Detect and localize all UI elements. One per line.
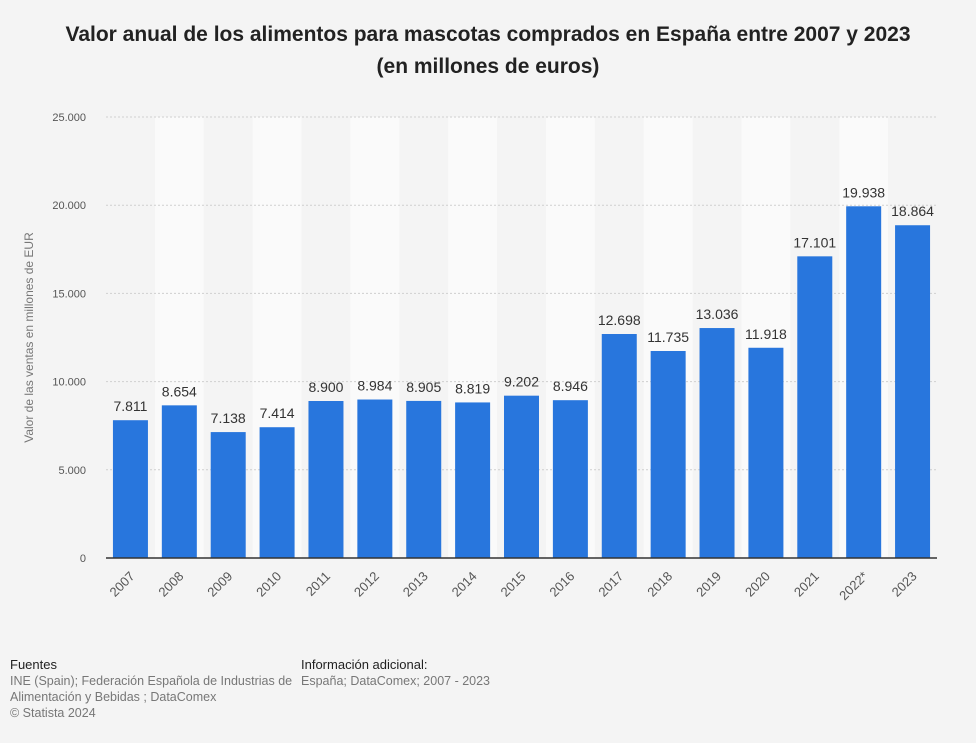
data-label: 8.654 [162, 383, 197, 399]
x-tick-label: 2009 [204, 569, 235, 600]
data-label: 8.905 [406, 379, 441, 395]
bar [601, 334, 637, 558]
chart-title: Valor anual de los alimentos para mascot… [0, 19, 976, 83]
sources-line-1: INE (Spain); Federación Española de Indu… [10, 674, 293, 688]
data-label: 8.946 [553, 378, 588, 394]
bar [895, 225, 931, 558]
x-tick-label: 2010 [253, 569, 284, 600]
bar [112, 420, 148, 558]
bar [210, 432, 246, 558]
y-axis-label: Valor de las ventas en millones de EUR [22, 232, 36, 443]
bar [699, 328, 735, 558]
data-label: 7.414 [260, 405, 295, 421]
data-label: 17.101 [793, 234, 836, 250]
data-label: 7.138 [211, 410, 246, 426]
bar [650, 350, 686, 558]
data-label: 19.938 [842, 184, 885, 200]
bar [748, 347, 784, 558]
additional-info-text: España; DataComex; 2007 - 2023 [301, 674, 491, 688]
data-label: 12.698 [598, 312, 641, 328]
x-tick-label: 2018 [644, 569, 675, 600]
sources-block: Fuentes INE (Spain); Federación Española… [10, 657, 300, 721]
x-tick-label: 2023 [889, 569, 920, 600]
bar-chart: 0 5.000 10.000 15.000 20.000 25.000 Valor de l… [22, 112, 937, 604]
x-tick-label: 2013 [400, 569, 431, 600]
y-tick-label: 20.000 [52, 200, 86, 212]
x-tick-label: 2016 [546, 569, 577, 600]
data-label: 13.036 [696, 306, 739, 322]
data-label: 18.864 [891, 203, 934, 219]
data-label: 8.984 [357, 378, 392, 394]
bar [846, 206, 882, 558]
x-tick-label: 2022* [836, 569, 871, 604]
y-tick-label: 10.000 [52, 377, 86, 389]
x-tick-label: 2008 [155, 569, 186, 600]
sources-line-2: Alimentación y Bebidas ; DataComex [10, 690, 217, 704]
bar [161, 405, 197, 558]
copyright: © Statista 2024 [10, 706, 96, 720]
data-label: 11.918 [745, 326, 787, 342]
data-label: 8.900 [308, 379, 343, 395]
data-label: 7.811 [113, 398, 147, 414]
data-label: 11.735 [647, 329, 689, 345]
chart-title-main: Valor anual de los alimentos para mascot… [65, 23, 911, 46]
sources-heading: Fuentes [10, 657, 57, 672]
bar [552, 400, 588, 558]
x-tick-label: 2007 [107, 569, 138, 600]
x-tick-label: 2017 [595, 569, 626, 600]
bar [797, 256, 833, 558]
additional-info-heading: Información adicional: [301, 657, 428, 672]
x-tick-label: 2021 [791, 569, 822, 600]
additional-info-block: Información adicional: España; DataComex… [301, 657, 601, 689]
bar [357, 399, 393, 558]
x-tick-label: 2015 [498, 569, 529, 600]
x-tick-label: 2020 [742, 569, 773, 600]
bar [308, 401, 344, 558]
bar [455, 402, 491, 558]
bar [406, 400, 442, 558]
bar [504, 395, 539, 558]
y-tick-label: 25.000 [52, 112, 86, 124]
chart-subtitle: (en millones de euros) [376, 55, 600, 78]
x-tick-label: 2011 [303, 569, 333, 599]
data-label: 8.819 [455, 380, 490, 396]
x-tick-label: 2012 [351, 569, 382, 600]
x-tick-label: 2014 [449, 569, 480, 600]
x-tick-label: 2019 [693, 569, 724, 600]
y-tick-label: 15.000 [52, 288, 86, 300]
y-tick-label: 0 [80, 553, 86, 565]
y-tick-label: 5.000 [58, 465, 86, 477]
data-label: 9.202 [504, 374, 539, 390]
bar [259, 427, 295, 558]
